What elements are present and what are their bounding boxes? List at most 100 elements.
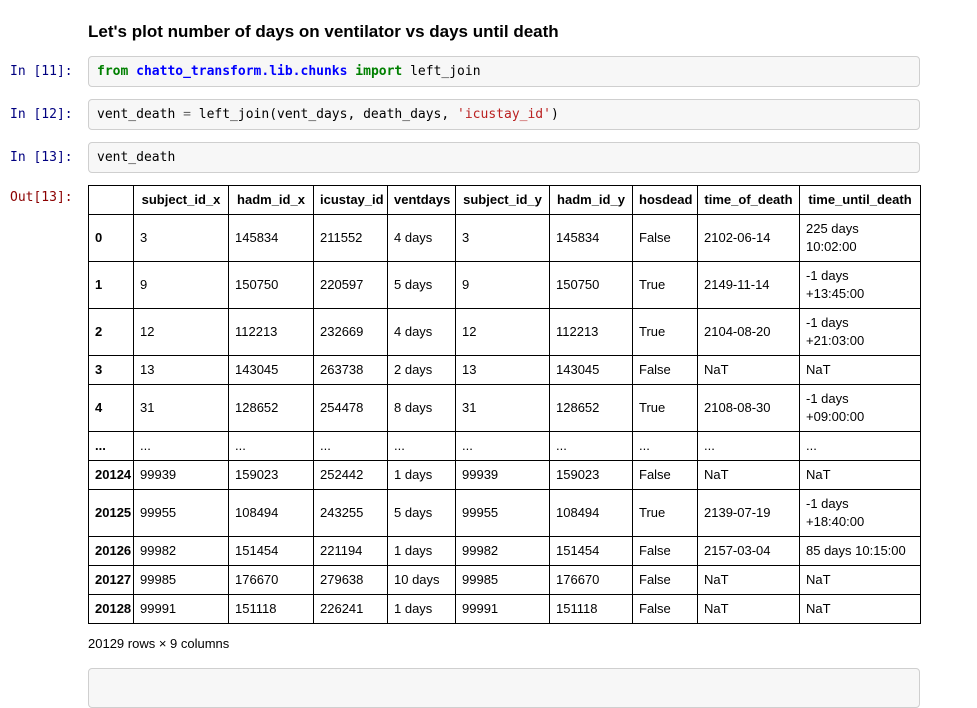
table-cell: False <box>632 565 698 595</box>
table-body: 0 3 145834 211552 4 days 3 145834 False 2102-06-… <box>88 214 921 624</box>
table-header-row: subject_id_x hadm_id_x icustay_id ventdays s… <box>88 185 921 215</box>
table-cell: ... <box>455 431 550 461</box>
table-row: .............................. <box>88 431 921 461</box>
notebook-page: Let's plot number of days on ventilator … <box>0 22 977 708</box>
table-cell: 145834 <box>228 214 314 262</box>
table-cell: 128652 <box>228 384 314 432</box>
table-header-cell: icustay_id <box>313 185 388 215</box>
code-cell: In [13]: vent_death <box>0 142 977 173</box>
table-cell: NaT <box>799 460 921 490</box>
table-cell: 150750 <box>549 261 633 309</box>
row-index-cell: 20126 <box>88 536 134 566</box>
table-row: 3 13 143045 263738 2 days 13 143045 False NaT NaT <box>88 355 921 385</box>
table-cell: 99955 <box>133 489 229 537</box>
out-prompt-label: Out[13]: <box>10 190 73 205</box>
table-cell: 128652 <box>549 384 633 432</box>
table-cell: 211552 <box>313 214 388 262</box>
table-cell: 99982 <box>133 536 229 566</box>
table-cell: 145834 <box>549 214 633 262</box>
code-input[interactable]: vent_death = left_join(vent_days, death_… <box>88 99 920 130</box>
table-cell: ... <box>549 431 633 461</box>
table-cell: 1 days <box>387 536 456 566</box>
table-cell: 176670 <box>549 565 633 595</box>
table-cell: 225 days 10:02:00 <box>799 214 921 262</box>
row-index-cell: 20125 <box>88 489 134 537</box>
code-cell: In [12]: vent_death = left_join(vent_days… <box>0 99 977 130</box>
table-dimensions: 20129 rows × 9 columns <box>88 636 230 651</box>
table-cell: 151454 <box>549 536 633 566</box>
code-input[interactable]: from chatto_transform.lib.chunks import … <box>88 56 920 87</box>
table-cell: 9 <box>455 261 550 309</box>
table-cell: 2108-08-30 <box>697 384 800 432</box>
table-cell: 99991 <box>455 594 550 624</box>
table-cell: 151454 <box>228 536 314 566</box>
table-cell: NaT <box>697 355 800 385</box>
table-cell: NaT <box>799 594 921 624</box>
table-cell: ... <box>697 431 800 461</box>
row-index-cell: 0 <box>88 214 134 262</box>
code-line: vent_death = left_join(vent_days, death_… <box>97 107 559 122</box>
table-cell: 176670 <box>228 565 314 595</box>
output-cell: Out[13]: subject_id_x hadm_id_x icustay_id… <box>0 185 977 651</box>
table-cell: 31 <box>133 384 229 432</box>
table-cell: False <box>632 460 698 490</box>
code-input[interactable]: vent_death <box>88 142 920 173</box>
row-index-cell: 20124 <box>88 460 134 490</box>
table-cell: 99939 <box>455 460 550 490</box>
row-index-cell: 20127 <box>88 565 134 595</box>
table-cell: 143045 <box>549 355 633 385</box>
table-header-cell: time_of_death <box>697 185 800 215</box>
table-cell: ... <box>799 431 921 461</box>
table-cell: True <box>632 489 698 537</box>
code-line: vent_death <box>97 150 176 165</box>
table-row: 0 3 145834 211552 4 days 3 145834 False 2102-06-… <box>88 214 921 262</box>
row-index-cell: 20128 <box>88 594 134 624</box>
table-cell: NaT <box>697 565 800 595</box>
table-header-cell: subject_id_x <box>133 185 229 215</box>
table-row: 20124 99939 159023 252442 1 days 99939 159023 F… <box>88 460 921 490</box>
table-cell: 4 days <box>387 308 456 356</box>
table-cell: 2149-11-14 <box>697 261 800 309</box>
table-header-cell: time_until_death <box>799 185 921 215</box>
table-cell: ... <box>387 431 456 461</box>
row-index-cell: 2 <box>88 308 134 356</box>
table-header-cell: hadm_id_x <box>228 185 314 215</box>
table-cell: 2139-07-19 <box>697 489 800 537</box>
table-row: 20127 99985 176670 279638 10 days 99985 176670… <box>88 565 921 595</box>
table-header-cell: hosdead <box>632 185 698 215</box>
table-cell: 85 days 10:15:00 <box>799 536 921 566</box>
table-cell: ... <box>632 431 698 461</box>
table-cell: 8 days <box>387 384 456 432</box>
table-cell: 112213 <box>228 308 314 356</box>
table-cell: 108494 <box>549 489 633 537</box>
row-index-cell: 3 <box>88 355 134 385</box>
table-cell: 10 days <box>387 565 456 595</box>
table-cell: 99991 <box>133 594 229 624</box>
table-header-cell: ventdays <box>387 185 456 215</box>
table-cell: 232669 <box>313 308 388 356</box>
table-cell: 2157-03-04 <box>697 536 800 566</box>
table-cell: 150750 <box>228 261 314 309</box>
table-cell: -1 days +21:03:00 <box>799 308 921 356</box>
table-cell: 99985 <box>455 565 550 595</box>
table-cell: False <box>632 536 698 566</box>
table-cell: 151118 <box>549 594 633 624</box>
table-cell: 226241 <box>313 594 388 624</box>
table-cell: False <box>632 214 698 262</box>
table-cell: 13 <box>455 355 550 385</box>
table-cell: 252442 <box>313 460 388 490</box>
table-cell: 12 <box>133 308 229 356</box>
markdown-cell: Let's plot number of days on ventilator … <box>88 22 920 42</box>
code-line: from chatto_transform.lib.chunks import … <box>97 64 481 79</box>
code-cell: In [11]: from chatto_transform.lib.chunks… <box>0 56 977 87</box>
next-cell-partial-input[interactable] <box>88 668 920 708</box>
table-header-corner <box>88 185 134 215</box>
table-cell: 12 <box>455 308 550 356</box>
table-cell: NaT <box>799 355 921 385</box>
table-cell: ... <box>133 431 229 461</box>
table-cell: 5 days <box>387 489 456 537</box>
table-header-cell: subject_id_y <box>455 185 550 215</box>
table-row: 20128 99991 151118 226241 1 days 99991 151118 F… <box>88 594 921 624</box>
table-cell: 2102-06-14 <box>697 214 800 262</box>
table-cell: 221194 <box>313 536 388 566</box>
